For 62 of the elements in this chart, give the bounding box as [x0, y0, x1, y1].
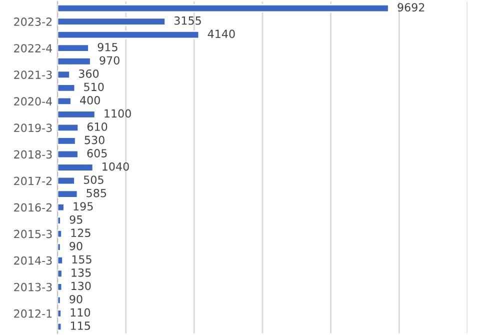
y-tick-label: 2018-3 [14, 150, 52, 159]
data-label: 505 [84, 176, 104, 184]
data-label: 125 [71, 228, 90, 238]
bar [58, 309, 62, 318]
bar [58, 30, 200, 40]
data-label: 1040 [102, 162, 129, 171]
data-label: 3155 [174, 16, 201, 25]
data-label: 360 [78, 69, 99, 78]
bar [58, 322, 62, 332]
y-tick-label: 2020-4 [14, 97, 52, 106]
y-tick-label: 2021-3 [14, 70, 52, 80]
data-label: 530 [84, 136, 104, 144]
bar [58, 96, 72, 106]
bar [58, 17, 166, 26]
data-label: 400 [80, 96, 100, 104]
data-label: 130 [71, 282, 91, 290]
data-label: 90 [70, 242, 82, 250]
bar [58, 136, 76, 146]
bar [58, 282, 63, 292]
data-label: 135 [72, 268, 91, 277]
y-tick-label: 2013-3 [14, 282, 52, 292]
data-label: 510 [84, 82, 104, 92]
bar [58, 163, 94, 172]
data-label: 155 [72, 255, 92, 264]
bar [58, 176, 76, 186]
data-label: 95 [70, 215, 82, 224]
bar [58, 202, 65, 212]
y-tick-label: 2019-3 [14, 124, 52, 132]
y-tick-label: 2023-2 [14, 18, 52, 26]
data-label: 195 [74, 202, 93, 211]
data-label: 110 [70, 308, 90, 317]
data-label: 915 [98, 42, 118, 52]
bar [58, 269, 63, 278]
bar [58, 84, 76, 92]
bar [58, 296, 62, 305]
y-tick-label: 2017-2 [14, 176, 52, 186]
data-label: 90 [70, 294, 82, 304]
bar [58, 44, 90, 52]
data-label: 585 [86, 188, 106, 198]
bar [58, 123, 80, 132]
data-label: 115 [70, 322, 90, 330]
bar [58, 256, 64, 265]
bar [58, 70, 70, 79]
data-label: 9692 [398, 3, 424, 12]
data-label: 610 [87, 122, 108, 131]
bar [58, 216, 62, 225]
y-tick-label: 2016-2 [14, 203, 52, 212]
y-tick-label: 2015-3 [14, 230, 52, 238]
data-label: 1100 [104, 109, 131, 118]
bar [58, 110, 96, 119]
bar [58, 4, 390, 13]
y-tick-label: 2014-3 [14, 256, 52, 265]
bar [58, 57, 92, 66]
bar [58, 229, 62, 238]
y-tick-label: 2022-4 [14, 44, 52, 52]
bar [58, 150, 79, 159]
data-label: 4140 [208, 30, 235, 38]
bar [58, 242, 62, 252]
bar [58, 190, 78, 198]
data-label: 970 [100, 56, 120, 65]
y-tick-label: 2012-1 [14, 309, 52, 318]
data-label: 605 [87, 149, 107, 158]
